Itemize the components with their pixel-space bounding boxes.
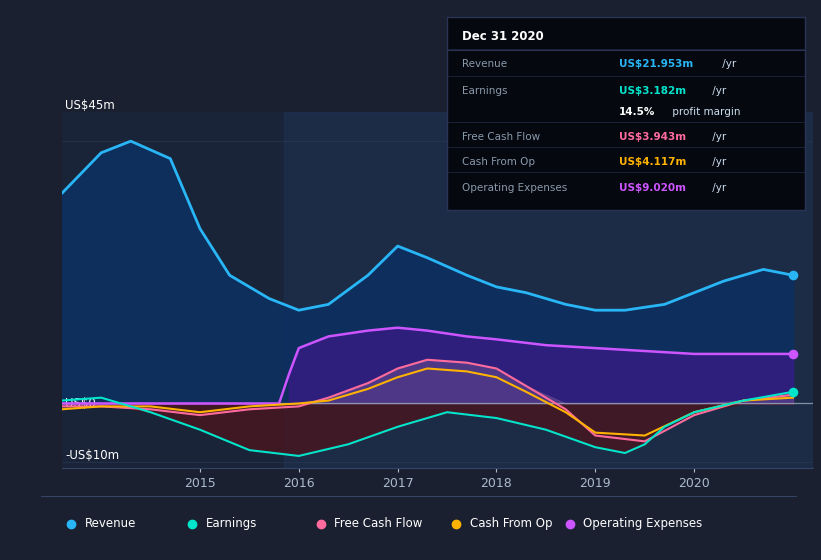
Text: Dec 31 2020: Dec 31 2020 [461,30,544,43]
Text: Revenue: Revenue [461,59,507,69]
Text: Operating Expenses: Operating Expenses [584,517,703,530]
Text: /yr: /yr [709,183,726,193]
Text: US$9.020m: US$9.020m [619,183,686,193]
Text: /yr: /yr [709,157,726,167]
Point [787,388,800,396]
Text: US$45m: US$45m [66,99,115,112]
Text: US$21.953m: US$21.953m [619,59,693,69]
Text: Earnings: Earnings [461,86,507,96]
Text: US$4.117m: US$4.117m [619,157,686,167]
Text: Cash From Op: Cash From Op [461,157,534,167]
Text: Cash From Op: Cash From Op [470,517,553,530]
Text: /yr: /yr [709,132,726,142]
Text: Earnings: Earnings [206,517,257,530]
Text: -US$10m: -US$10m [66,449,120,462]
Bar [284,112,813,468]
Text: Free Cash Flow: Free Cash Flow [334,517,423,530]
Text: /yr: /yr [719,59,736,69]
Text: US$3.182m: US$3.182m [619,86,686,96]
Text: Operating Expenses: Operating Expenses [461,183,567,193]
Point [787,349,800,358]
Text: 14.5%: 14.5% [619,108,655,117]
Text: Free Cash Flow: Free Cash Flow [461,132,540,142]
Point [787,270,800,279]
Text: Revenue: Revenue [85,517,136,530]
Text: profit margin: profit margin [669,108,741,117]
Text: /yr: /yr [709,86,726,96]
Text: US$0: US$0 [66,397,96,410]
Text: US$3.943m: US$3.943m [619,132,686,142]
